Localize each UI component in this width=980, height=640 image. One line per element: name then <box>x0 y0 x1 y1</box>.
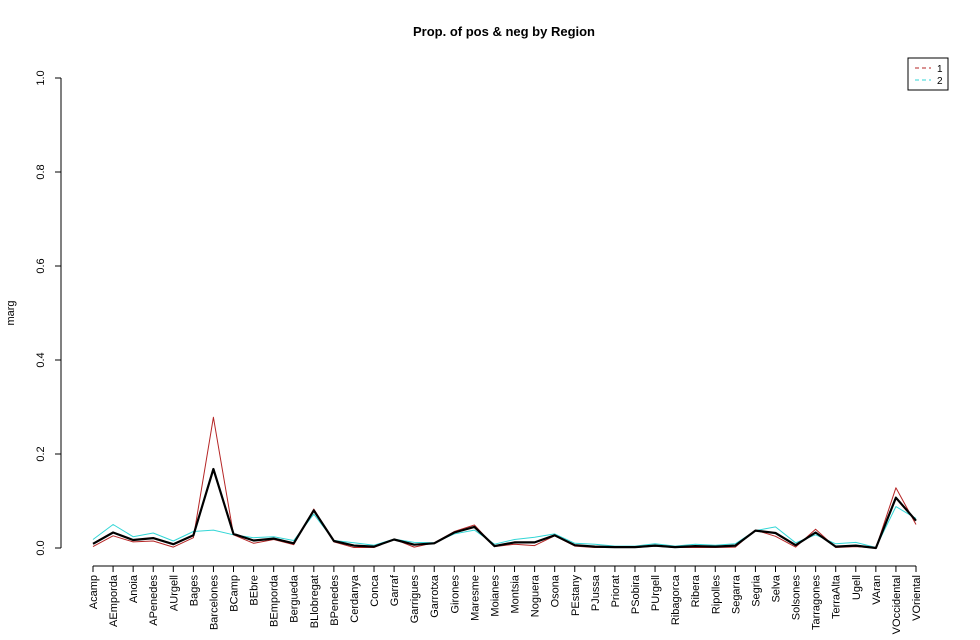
x-tick-label: Selva <box>770 574 782 602</box>
y-axis: 0.0 0.2 0.4 0.6 0.8 1.0 <box>35 70 62 556</box>
y-tick-label: 0.6 <box>35 258 47 273</box>
chart-title: Prop. of pos & neg by Region <box>413 24 595 39</box>
x-tick-label: Tarragones <box>811 575 823 631</box>
series-layer <box>92 416 917 550</box>
x-tick-label: Montsia <box>510 574 522 613</box>
x-tick-label: Barcelones <box>208 575 220 631</box>
x-tick-label: Noguera <box>530 574 542 617</box>
series-line-main <box>92 467 917 550</box>
x-tick-label: Bergueda <box>289 574 301 623</box>
x-tick-label: Girones <box>449 575 461 614</box>
x-tick-label: PSobira <box>630 574 642 614</box>
y-tick-label: 0.2 <box>35 446 47 461</box>
x-tick-label: Anoia <box>128 574 140 603</box>
x-tick-label: Garraf <box>389 574 401 606</box>
x-tick-label: APenedes <box>148 575 160 626</box>
x-tick-label: VOccidental <box>891 575 903 634</box>
x-tick-label: Garrigues <box>409 575 421 624</box>
x-tick-label: Segarra <box>730 574 742 614</box>
x-tick-label: PEstany <box>570 575 582 616</box>
x-tick-label: Garrotxa <box>429 574 441 618</box>
x-tick-label: PUrgell <box>650 575 662 611</box>
x-axis: Acamp AEmporda Anoia APenedes AUrgell Bages Ba… <box>88 565 923 634</box>
x-tick-label: AEmporda <box>108 574 120 627</box>
x-tick-label: BEbre <box>249 575 261 606</box>
y-tick-label: 0.4 <box>35 352 47 367</box>
x-tick-label: Segria <box>750 574 762 607</box>
x-tick-label: BEmporda <box>269 574 281 627</box>
x-tick-label: Solsones <box>791 575 803 621</box>
x-tick-label: Conca <box>369 574 381 607</box>
y-axis-label: marg <box>5 300 17 325</box>
x-tick-label: Bages <box>188 575 200 607</box>
x-tick-label: Ripolles <box>710 575 722 615</box>
x-tick-label: VOriental <box>911 575 923 621</box>
series-line-1 <box>92 416 917 549</box>
legend-label-2: 2 <box>937 76 943 87</box>
x-tick-label: AUrgell <box>168 575 180 611</box>
x-tick-label: BCamp <box>229 575 241 612</box>
legend-box <box>907 57 949 91</box>
y-tick-label: 1.0 <box>35 70 47 85</box>
x-tick-label: BPenedes <box>329 575 341 626</box>
legend: 1 2 <box>907 57 949 91</box>
x-tick-label: Priorat <box>610 575 622 607</box>
x-tick-label: Ugell <box>851 575 863 600</box>
x-tick-label: TerraAlta <box>831 574 843 619</box>
x-tick-label: Osona <box>550 574 562 607</box>
legend-label-1: 1 <box>937 64 943 75</box>
x-tick-label: Ribera <box>690 574 702 607</box>
x-tick-label: Acamp <box>88 575 100 609</box>
x-tick-label: PJussa <box>590 574 602 611</box>
x-tick-label: Moianes <box>489 575 501 617</box>
series-line-2 <box>92 506 917 548</box>
x-tick-label: VAran <box>871 575 883 605</box>
y-tick-label: 0.0 <box>35 540 47 555</box>
x-tick-label: Ribagorca <box>670 574 682 625</box>
x-tick-label: Maresme <box>469 575 481 621</box>
y-tick-label: 0.8 <box>35 164 47 179</box>
x-tick-label: Cerdanya <box>349 574 361 623</box>
x-tick-label: BLlobregat <box>309 575 321 628</box>
